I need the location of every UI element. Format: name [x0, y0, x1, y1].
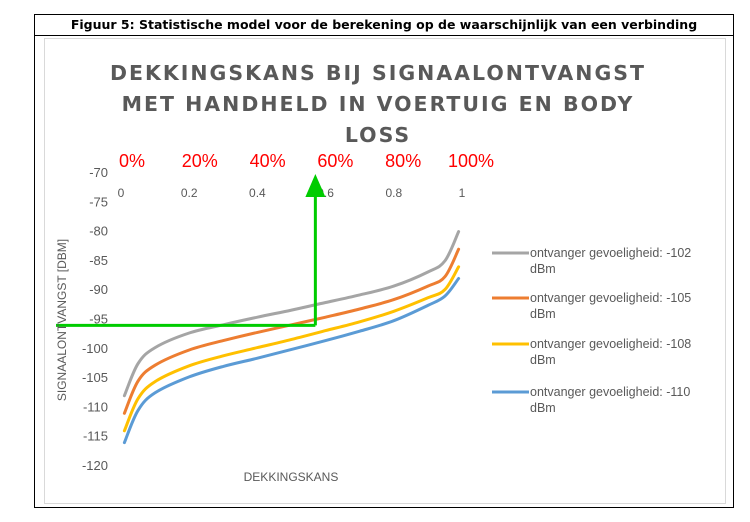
y-tick-label: -70: [89, 165, 108, 180]
percent-label: 20%: [182, 151, 218, 171]
caption-border-left: [34, 14, 35, 34]
legend-label: ontvanger gevoeligheid: -110: [530, 385, 690, 399]
chart-title-line-3: LOSS: [345, 123, 411, 147]
percent-label: 40%: [250, 151, 286, 171]
legend: ontvanger gevoeligheid: -102 dBm ontvanger…: [492, 246, 691, 415]
annotation-arrow: [56, 174, 326, 327]
legend-label-unit: dBm: [530, 307, 556, 321]
y-tick-label: -115: [83, 429, 108, 444]
x-axis-label: DEKKINGSKANS: [244, 470, 339, 484]
x-tick-label: 0: [118, 186, 125, 200]
percent-label: 0%: [119, 151, 145, 171]
legend-label: ontvanger gevoeligheid: -102: [530, 246, 691, 260]
y-tick-label: -100: [82, 341, 108, 356]
series-line: [122, 277, 461, 445]
y-tick-label: -105: [82, 370, 108, 385]
x-axis-ticks: 0 0.2 0.4 0.6 0.8 1: [118, 186, 466, 200]
legend-label-unit: dBm: [530, 262, 556, 276]
percent-label: 60%: [317, 151, 353, 171]
legend-label: ontvanger gevoeligheid: -105: [530, 291, 691, 305]
percent-label: 80%: [385, 151, 421, 171]
percent-label: 100%: [448, 151, 494, 171]
y-tick-label: -80: [89, 224, 108, 239]
percent-labels: 0% 20% 40% 60% 80% 100%: [119, 151, 494, 171]
legend-label-unit: dBm: [530, 401, 556, 415]
series-lines: [122, 230, 461, 445]
series-line: [122, 230, 461, 398]
x-tick-label: 0.2: [181, 186, 198, 200]
chart-title-line-1: DEKKINGSKANS BIJ SIGNAALONTVANGST: [110, 61, 646, 85]
x-tick-label: 0.4: [249, 186, 266, 200]
chart-title-line-2: MET HANDHELD IN VOERTUIG EN BODY: [122, 92, 635, 116]
caption-border-right: [733, 14, 734, 34]
figure-frame: [34, 34, 734, 508]
y-axis-ticks: -70 -75 -80 -85 -90 -95 -100 -105 -110 -115 -120: [82, 165, 108, 473]
legend-label-unit: dBm: [530, 353, 556, 367]
y-tick-label: -85: [89, 253, 108, 268]
y-tick-label: -120: [82, 458, 108, 473]
y-tick-label: -110: [83, 399, 108, 414]
y-tick-label: -95: [89, 312, 108, 327]
legend-label: ontvanger gevoeligheid: -108: [530, 337, 691, 351]
x-tick-label: 1: [459, 186, 466, 200]
y-tick-label: -75: [89, 194, 108, 209]
y-tick-label: -90: [89, 282, 108, 297]
annotation-arrowhead: [305, 174, 326, 197]
chart-area: [44, 38, 726, 504]
x-tick-label: 0.8: [385, 186, 402, 200]
figure-caption: Figuur 5: Statistische model voor de ber…: [34, 14, 734, 36]
series-line: [122, 247, 461, 415]
y-axis-label: SIGNAALONTVANGST [DBM]: [55, 239, 69, 401]
series-line: [122, 265, 461, 433]
chart-title: DEKKINGSKANS BIJ SIGNAALONTVANGST MET HA…: [110, 61, 646, 147]
